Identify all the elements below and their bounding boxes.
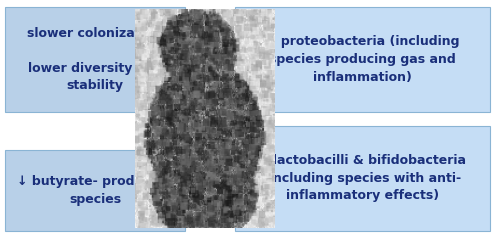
FancyBboxPatch shape: [5, 150, 185, 231]
FancyBboxPatch shape: [235, 126, 490, 231]
Text: ↓ butyrate- producing
species: ↓ butyrate- producing species: [17, 175, 173, 206]
Text: slower colonization

lower diversity and
stability: slower colonization lower diversity and …: [28, 27, 162, 92]
Text: ↓ lactobacilli & bifidobacteria
(including species with anti-
inflammatory effec: ↓ lactobacilli & bifidobacteria (includi…: [258, 154, 466, 203]
Text: ↑ proteobacteria (including
species producing gas and
inflammation): ↑ proteobacteria (including species prod…: [266, 35, 459, 84]
FancyBboxPatch shape: [5, 7, 185, 112]
FancyBboxPatch shape: [235, 7, 490, 112]
